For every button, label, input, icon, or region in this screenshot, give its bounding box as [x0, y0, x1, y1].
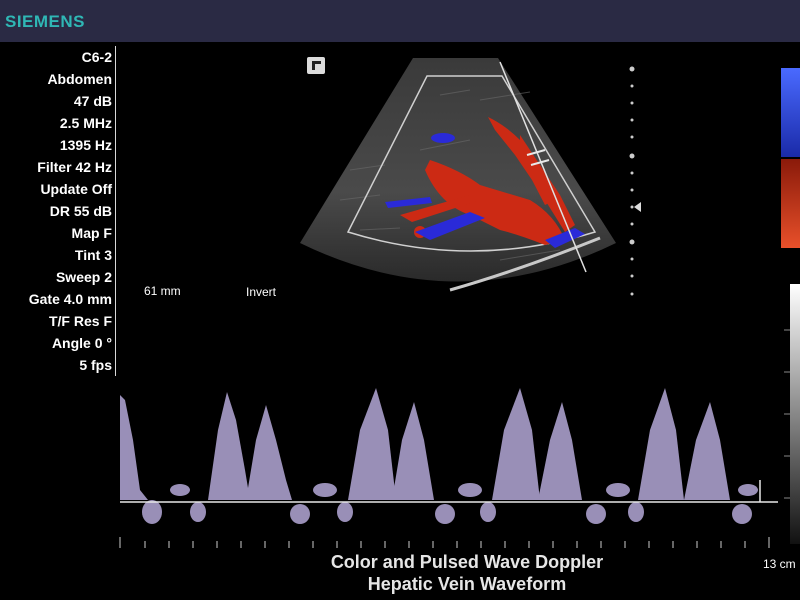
tissue-speckle — [339, 89, 561, 261]
grayscale-ticks — [784, 329, 790, 499]
spectral-depth-label: 13 cm — [763, 557, 796, 571]
param-gain: 47 dB — [73, 93, 112, 109]
focus-marker[interactable] — [634, 202, 641, 212]
color-flow-blue — [385, 133, 585, 248]
param-dynamic-range: DR 55 dB — [49, 203, 112, 219]
param-tint: Tint 3 — [74, 247, 112, 263]
caption-line-1: Color and Pulsed Wave Doppler — [330, 552, 604, 572]
param-prf: 1395 Hz — [59, 137, 112, 153]
spectral-waveform — [120, 388, 758, 524]
depth-scale — [629, 66, 635, 296]
sample-gate[interactable] — [526, 149, 550, 166]
param-tf-res: T/F Res F — [48, 313, 112, 329]
parameter-divider — [115, 46, 116, 376]
param-transducer: C6-2 — [81, 49, 112, 65]
color-scale-red — [781, 159, 800, 248]
doppler-cursor[interactable] — [499, 61, 587, 273]
image-depth-label: 61 mm — [144, 284, 181, 298]
color-flow-red — [400, 117, 575, 245]
param-filter: Filter 42 Hz — [37, 159, 112, 175]
color-box — [346, 75, 597, 252]
param-frame-rate: 5 fps — [79, 357, 112, 373]
param-gate: Gate 4.0 mm — [28, 291, 112, 307]
param-sweep: Sweep 2 — [55, 269, 112, 285]
time-axis-ticks — [119, 537, 770, 548]
param-frequency: 2.5 MHz — [59, 115, 112, 131]
param-map: Map F — [71, 225, 112, 241]
caption-line-2: Hepatic Vein Waveform — [367, 574, 567, 594]
parameter-list: C6-2 Abdomen 47 dB 2.5 MHz 1395 Hz Filte… — [0, 46, 112, 376]
color-scale-blue — [781, 68, 800, 157]
param-preset: Abdomen — [47, 71, 112, 87]
param-update: Update Off — [40, 181, 112, 197]
trace-icon[interactable] — [307, 57, 325, 74]
grayscale-bar — [790, 284, 800, 544]
invert-label: Invert — [246, 285, 277, 299]
diaphragm-echo — [449, 236, 601, 292]
brand-logo: SIEMENS — [5, 12, 86, 31]
top-bar: SIEMENS — [0, 0, 800, 42]
param-angle: Angle 0 ° — [51, 335, 112, 351]
